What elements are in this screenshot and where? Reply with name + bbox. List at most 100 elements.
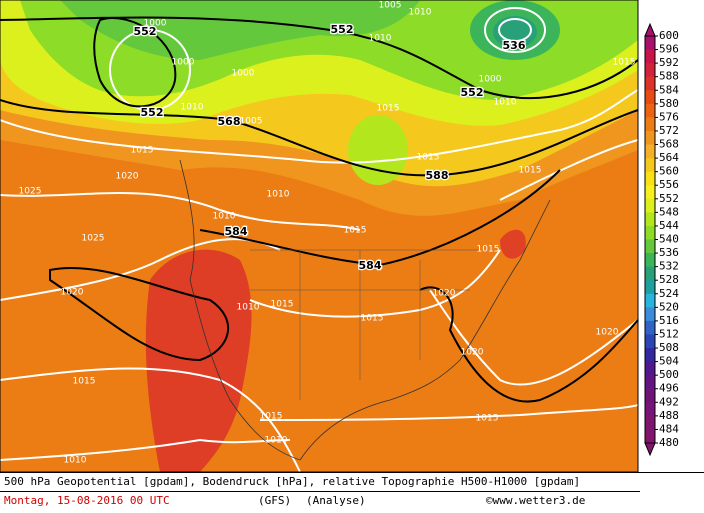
colorbar-label: 580 bbox=[659, 97, 679, 110]
pressure-label: 1000 bbox=[172, 58, 195, 68]
height-label: 568 bbox=[218, 115, 241, 128]
colorbar: 6005965925885845805765725685645605565525… bbox=[644, 22, 679, 457]
colorbar-label: 588 bbox=[659, 70, 679, 83]
pressure-label: 1015 bbox=[271, 300, 294, 310]
height-label: 552 bbox=[141, 106, 164, 119]
colorbar-label: 512 bbox=[659, 327, 679, 340]
field-540 bbox=[60, 0, 420, 60]
height-contour bbox=[93, 17, 177, 108]
coastlines bbox=[179, 159, 551, 461]
pressure-label: 1005 bbox=[240, 117, 263, 127]
pressure-label: 1015 bbox=[476, 414, 499, 424]
colorbar-label: 560 bbox=[659, 165, 679, 178]
isobars bbox=[0, 7, 639, 473]
pressure-label: 1010 bbox=[181, 103, 204, 113]
pressure-label: 1010 bbox=[409, 8, 432, 18]
colorbar-swatch bbox=[645, 144, 655, 159]
pressure-label: 1005 bbox=[379, 1, 402, 11]
colorbar-swatch bbox=[645, 334, 655, 349]
pressure-label: 1025 bbox=[82, 234, 105, 244]
colorbar-label: 492 bbox=[659, 395, 679, 408]
isobar bbox=[0, 438, 291, 461]
colorbar-swatch bbox=[645, 49, 655, 64]
colorbar-swatch bbox=[645, 429, 655, 444]
contour-labels: 552 552 552 536 552 568 588 584 584 1015 1020 1025 1… bbox=[19, 1, 636, 466]
colorbar-swatch bbox=[645, 103, 655, 118]
colorbar-label: 552 bbox=[659, 192, 679, 205]
geopotential-lines bbox=[0, 16, 639, 403]
colorbar-label: 544 bbox=[659, 219, 679, 232]
colorbar-label: 528 bbox=[659, 273, 679, 286]
low-core bbox=[493, 16, 537, 48]
colorbar-label: 600 bbox=[659, 29, 679, 42]
colorbar-label: 500 bbox=[659, 368, 679, 381]
colorbar-label: 488 bbox=[659, 409, 679, 422]
height-contour bbox=[419, 286, 639, 403]
colorbar-swatch bbox=[645, 90, 655, 105]
footer-date: Montag, 15-08-2016 00 UTC bbox=[4, 494, 170, 507]
colorbar-swatch bbox=[645, 307, 655, 322]
pressure-label: 1015 bbox=[519, 166, 542, 176]
height-label: 584 bbox=[225, 225, 248, 238]
pressure-label: 1015 bbox=[73, 377, 96, 387]
colorbar-label: 504 bbox=[659, 355, 679, 368]
height-label: 552 bbox=[461, 86, 484, 99]
colorbar-swatch bbox=[645, 158, 655, 173]
footer-model: (GFS) bbox=[258, 494, 291, 507]
colorbar-swatch bbox=[645, 415, 655, 430]
pressure-label: 1020 bbox=[433, 289, 456, 299]
coastline bbox=[299, 199, 551, 461]
isobar bbox=[0, 367, 301, 473]
isobar-ring bbox=[498, 18, 532, 42]
pressure-label: 1015 bbox=[131, 146, 154, 156]
borders bbox=[250, 249, 480, 400]
height-label: 552 bbox=[331, 23, 354, 36]
isobar bbox=[0, 89, 639, 164]
colorbar-label: 480 bbox=[659, 436, 679, 449]
height-contour bbox=[199, 169, 561, 267]
footer-run: (Analyse) bbox=[306, 494, 366, 507]
colorbar-label: 484 bbox=[659, 422, 679, 435]
colorbar-label: 556 bbox=[659, 178, 679, 191]
colorbar-label: 548 bbox=[659, 205, 679, 218]
pressure-label: 1010 bbox=[267, 190, 290, 200]
colorbar-swatch bbox=[645, 253, 655, 268]
colorbar-label: 536 bbox=[659, 246, 679, 259]
isobar-ring bbox=[484, 7, 546, 53]
isobar bbox=[259, 404, 639, 421]
colorbar-swatch bbox=[645, 266, 655, 281]
colorbar-swatch bbox=[645, 320, 655, 335]
colorbar-label: 508 bbox=[659, 341, 679, 354]
pressure-label: 1020 bbox=[61, 288, 84, 298]
height-label: 584 bbox=[359, 259, 382, 272]
colorbar-swatch bbox=[645, 198, 655, 213]
colorbar-label: 576 bbox=[659, 110, 679, 123]
pressure-label: 1010 bbox=[494, 98, 517, 108]
colorbar-swatch bbox=[645, 348, 655, 363]
pressure-label: 1000 bbox=[144, 19, 167, 29]
colorbar-swatch bbox=[645, 388, 655, 403]
colorbar-swatch bbox=[645, 361, 655, 376]
pressure-label: 1020 bbox=[461, 348, 484, 358]
colorbar-label: 524 bbox=[659, 287, 679, 300]
colorbar-label: 540 bbox=[659, 233, 679, 246]
colorbar-swatch bbox=[645, 375, 655, 390]
colorbar-label: 572 bbox=[659, 124, 679, 137]
colorbar-swatch bbox=[645, 225, 655, 240]
colorbar-swatch bbox=[645, 63, 655, 78]
colorbar-swatch bbox=[645, 117, 655, 132]
pressure-label: 1010 bbox=[369, 34, 392, 44]
height-contour bbox=[0, 16, 639, 100]
height-label: 588 bbox=[426, 169, 449, 182]
colorbar-swatch bbox=[645, 185, 655, 200]
footer-title: 500 hPa Geopotential [gpdam], Bodendruck… bbox=[4, 475, 580, 488]
coastline bbox=[179, 159, 301, 461]
colorbar-swatch bbox=[645, 280, 655, 295]
colorbar-label: 496 bbox=[659, 382, 679, 395]
colorbar-label: 584 bbox=[659, 83, 679, 96]
isobar bbox=[249, 249, 501, 318]
pressure-label: 1025 bbox=[19, 187, 42, 197]
pressure-label: 1000 bbox=[479, 75, 502, 85]
